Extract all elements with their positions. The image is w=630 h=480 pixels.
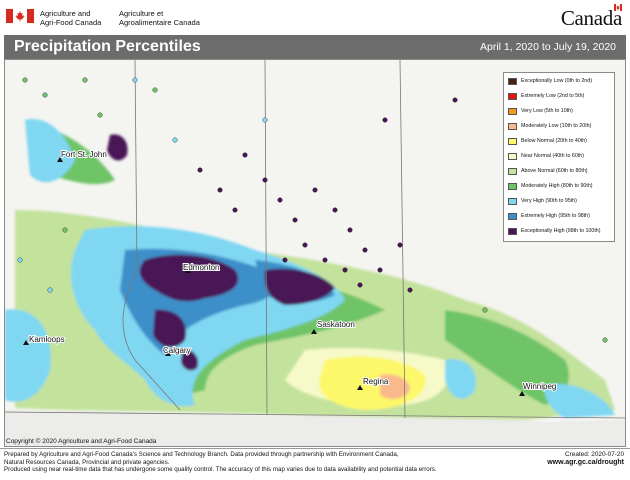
city-markers: Fort St. John Edmonton Kamloops Calgary …	[23, 149, 557, 396]
department-name-english: Agriculture and Agri-Food Canada	[40, 9, 101, 27]
legend-item: Above Normal (60th to 80th)	[508, 167, 614, 177]
department-name-french: Agriculture et Agroalimentaire Canada	[119, 9, 200, 27]
legend-item: Extremely Low (2nd to 5th)	[508, 92, 614, 102]
legend-swatch	[508, 153, 517, 160]
legend-item: Below Normal (20th to 40th)	[508, 137, 614, 147]
canada-flag-icon	[6, 9, 34, 23]
drought-url-link[interactable]: www.agr.gc.ca/drought	[547, 458, 624, 466]
legend-swatch	[508, 78, 517, 85]
title-bar: Precipitation Percentiles April 1, 2020 …	[4, 35, 626, 59]
legend-swatch	[508, 213, 517, 220]
legend-item: Moderately High (80th to 90th)	[508, 182, 614, 192]
city-label-winnipeg: Winnipeg	[523, 382, 556, 391]
precipitation-surface	[5, 119, 615, 420]
legend-swatch	[508, 93, 517, 100]
city-label-kamloops: Kamloops	[29, 335, 65, 344]
legend-label: Exceptionally Low (0th to 2nd)	[521, 78, 592, 84]
legend-item: Extremely High (95th to 98th)	[508, 212, 614, 222]
copyright-notice: Copyright © 2020 Agriculture and Agri-Fo…	[6, 438, 157, 445]
legend-label: Above Normal (60th to 80th)	[521, 168, 588, 174]
dept-fr-line1: Agriculture et	[119, 9, 164, 18]
legend-label: Extremely High (95th to 98th)	[521, 213, 590, 219]
city-label-regina: Regina	[363, 377, 389, 386]
dept-en-line2: Agri-Food Canada	[40, 18, 102, 27]
legend-label: Very Low (5th to 10th)	[521, 108, 573, 114]
legend-swatch	[508, 123, 517, 130]
map-title: Precipitation Percentiles	[14, 38, 201, 55]
date-range: April 1, 2020 to July 19, 2020	[479, 41, 616, 53]
dept-en-line1: Agriculture and	[40, 9, 91, 18]
legend: Exceptionally Low (0th to 2nd) Extremely…	[503, 72, 615, 242]
dept-fr-line2: Agroalimentaire Canada	[119, 18, 200, 27]
legend-item: Near Normal (40th to 60th)	[508, 152, 614, 162]
legend-item: Very High (90th to 95th)	[508, 197, 614, 207]
legend-label: Near Normal (40th to 60th)	[521, 153, 585, 159]
map-frame[interactable]: Fort St. John Edmonton Kamloops Calgary …	[4, 59, 626, 447]
legend-item: Moderately Low (10th to 20th)	[508, 122, 614, 132]
legend-swatch	[508, 108, 517, 115]
legend-label: Below Normal (20th to 40th)	[521, 138, 587, 144]
wordmark-flag-icon	[614, 4, 622, 11]
header: Agriculture and Agri-Food Canada Agricul…	[0, 0, 630, 34]
station-dots-cyan	[17, 77, 268, 293]
legend-swatch	[508, 198, 517, 205]
legend-label: Very High (90th to 95th)	[521, 198, 577, 204]
legend-swatch	[508, 183, 517, 190]
city-label-calgary: Calgary	[163, 346, 191, 355]
footer-line1: Prepared by Agriculture and Agri-Food Ca…	[4, 451, 399, 458]
station-dots-green	[22, 77, 608, 343]
footer-notes: Prepared by Agriculture and Agri-Food Ca…	[4, 451, 504, 474]
precipitation-map[interactable]: Fort St. John Edmonton Kamloops Calgary …	[5, 60, 626, 447]
legend-swatch	[508, 168, 517, 175]
legend-item: Exceptionally High (98th to 100th)	[508, 227, 614, 237]
legend-label: Exceptionally High (98th to 100th)	[521, 228, 601, 234]
legend-swatch	[508, 228, 517, 235]
footer-line2: Natural Resources Canada, Provincial and…	[4, 458, 170, 466]
station-dots	[197, 97, 458, 293]
footer-line3: Produced using near real-time data that …	[4, 466, 437, 474]
legend-label: Moderately Low (10th to 20th)	[521, 123, 592, 129]
legend-label: Moderately High (80th to 90th)	[521, 183, 593, 189]
legend-label: Extremely Low (2nd to 5th)	[521, 93, 585, 99]
city-label-edmonton: Edmonton	[183, 263, 219, 272]
legend-item: Very Low (5th to 10th)	[508, 107, 614, 117]
legend-item: Exceptionally Low (0th to 2nd)	[508, 77, 614, 87]
city-label-saskatoon: Saskatoon	[317, 320, 355, 329]
legend-swatch	[508, 138, 517, 145]
city-label-fort-st-john: Fort St. John	[61, 150, 107, 159]
created-date: Created: 2020-07-20	[565, 451, 624, 458]
footer-meta: Created: 2020-07-20 www.agr.gc.ca/drough…	[547, 451, 624, 466]
canada-wordmark: Canada	[560, 6, 622, 30]
footer: Prepared by Agriculture and Agri-Food Ca…	[0, 448, 630, 480]
us-land	[5, 410, 625, 446]
